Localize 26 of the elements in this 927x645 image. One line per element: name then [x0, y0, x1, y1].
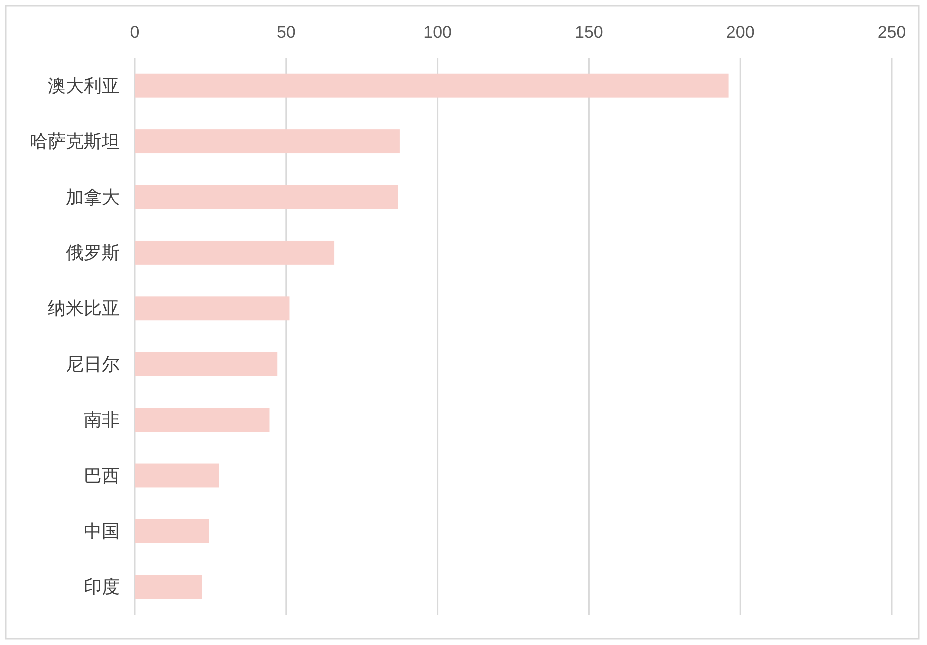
y-tick-label: 纳米比亚 [48, 298, 120, 319]
bar [135, 352, 278, 376]
bar [135, 185, 398, 210]
y-tick-label: 巴西 [84, 466, 120, 486]
x-tick-label: 200 [726, 23, 755, 42]
bar [135, 130, 400, 154]
bar [135, 296, 290, 321]
bar [135, 408, 270, 432]
bar [135, 519, 210, 544]
x-tick-label: 250 [878, 23, 906, 42]
y-tick-label: 尼日尔 [66, 354, 120, 374]
y-tick-label: 澳大利亚 [48, 76, 120, 96]
y-tick-label: 印度 [84, 577, 120, 598]
x-tick-label: 100 [424, 23, 452, 42]
x-tick-label: 50 [276, 23, 296, 42]
y-tick-label: 俄罗斯 [66, 242, 120, 263]
x-tick-label: 0 [130, 23, 140, 42]
x-tick-label: 150 [575, 23, 604, 42]
bar [135, 464, 220, 488]
y-tick-label: 哈萨克斯坦 [30, 132, 120, 152]
y-tick-label: 加拿大 [66, 187, 120, 208]
bar [135, 575, 202, 600]
bar [135, 74, 729, 98]
y-tick-label: 南非 [84, 410, 120, 430]
bar [135, 240, 335, 265]
y-tick-label: 中国 [84, 521, 120, 542]
